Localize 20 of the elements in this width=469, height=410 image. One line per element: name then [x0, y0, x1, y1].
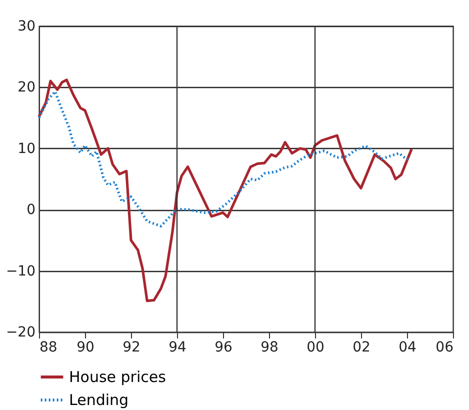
y-tick-label: 10	[18, 140, 36, 157]
x-tick-label: 94	[168, 340, 186, 356]
x-tick-label: 02	[352, 340, 370, 356]
y-tick-label: 20	[18, 80, 36, 96]
x-tick-label: 96	[214, 340, 232, 356]
y-tick-label: 30	[18, 18, 36, 34]
legend-label: Lending	[69, 391, 129, 409]
y-tick-label: 0	[26, 202, 36, 218]
x-tick-label: 88	[40, 340, 58, 356]
line-series	[38, 90, 411, 228]
x-tick-label: 90	[76, 340, 94, 356]
x-tick-label: 06	[436, 340, 454, 356]
x-tick-label: 98	[260, 340, 278, 356]
y-tick-label: −20	[6, 324, 36, 340]
x-tick-label: 00	[306, 340, 324, 356]
x-tick-label: 92	[122, 340, 140, 356]
y-tick-label: −10	[6, 263, 36, 280]
legend-label: House prices	[69, 368, 166, 386]
x-tick-label: 04	[398, 340, 416, 356]
line-series	[38, 78, 413, 302]
